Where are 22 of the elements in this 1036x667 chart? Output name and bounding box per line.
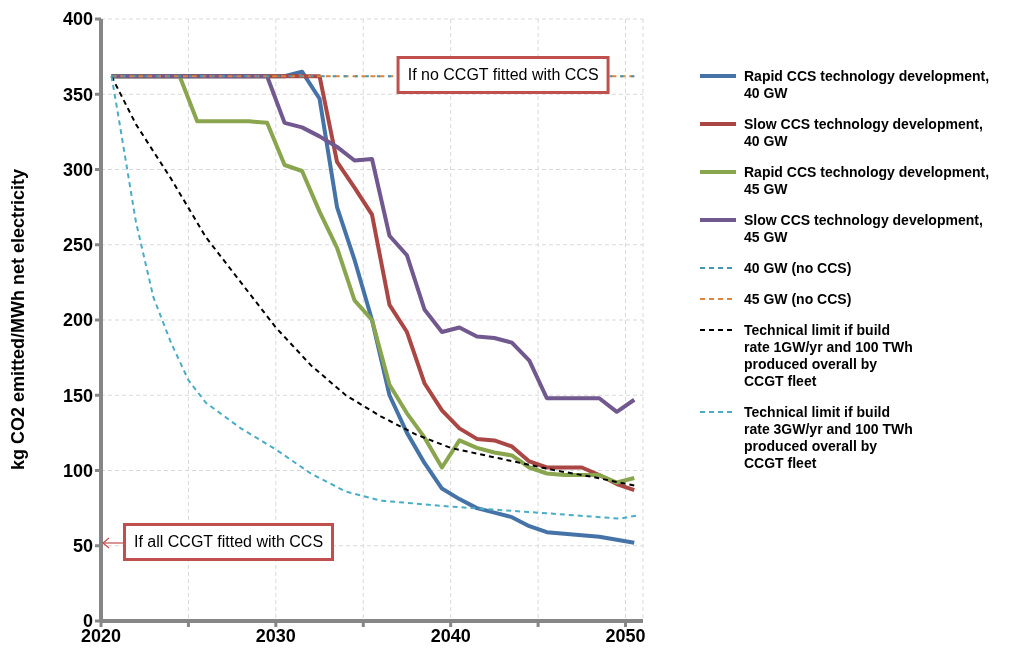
legend-label: Rapid CCS technology development, 45 GW [744,164,991,198]
y-tick-label: 200 [62,310,93,331]
y-axis-title: kg CO2 emitted/MWh net electricity [8,168,29,470]
legend-label: Technical limit if build rate 1GW/yr and 100 TWh produced overall by CCGT fleet [744,322,914,390]
x-tick-label: 2040 [430,625,471,646]
legend-label: Slow CCS technology development, 45 GW [744,212,984,246]
y-tick-label: 50 [72,536,93,557]
y-tick-label: 150 [62,385,93,406]
legend-label: Technical limit if build rate 3GW/yr and 100 TWh produced overall by CCGT fleet [744,404,914,472]
y-tick-label: 300 [62,159,93,180]
y-tick-label: 250 [62,235,93,256]
x-tick-label: 2050 [605,625,646,646]
legend-label: Rapid CCS technology development, 40 GW [744,68,991,102]
y-tick-label: 400 [62,9,93,30]
legend-label: Slow CCS technology development, 40 GW [744,116,984,150]
x-tick-label: 2030 [255,625,296,646]
annotation: If no CCGT fitted with CCS [396,56,610,95]
y-tick-label: 100 [62,460,93,481]
legend-label: 45 GW (no CCS) [744,291,852,308]
y-tick-label: 350 [62,84,93,105]
legend-label: 40 GW (no CCS) [744,260,852,277]
annotation: If all CCGT fitted with CCS [123,522,335,561]
